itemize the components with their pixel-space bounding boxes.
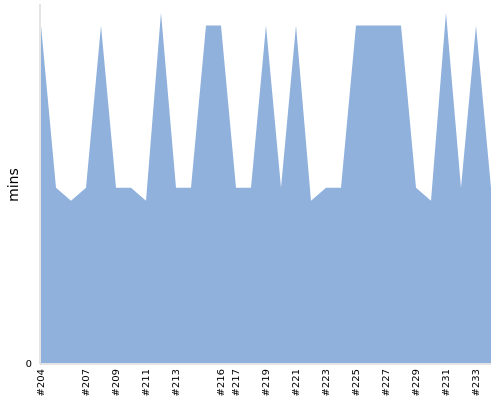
x-tick-label: #204 xyxy=(36,369,47,396)
y-ticks: 0 xyxy=(26,359,32,370)
x-tick-label: #229 xyxy=(411,369,422,396)
x-tick-label: #216 xyxy=(216,369,227,396)
x-tick-label: #207 xyxy=(81,369,92,396)
x-tick-label: #233 xyxy=(471,369,482,396)
x-tick-label: #221 xyxy=(291,369,302,396)
x-tick-label: #231 xyxy=(441,369,452,396)
x-tick-label: #227 xyxy=(381,369,392,396)
x-tick-label: #213 xyxy=(171,369,182,396)
x-tick-label: #211 xyxy=(141,369,152,396)
x-tick-label: #225 xyxy=(351,369,362,396)
x-tick-label: #223 xyxy=(321,369,332,396)
y-axis-label: mins xyxy=(6,168,22,202)
area-series-fill xyxy=(41,12,491,364)
x-tick-label: #219 xyxy=(261,369,272,396)
x-ticks: #204 #207 #209 #211 #213 #216 #217 #219 #221 #223… xyxy=(36,369,482,396)
x-tick-label: #217 xyxy=(231,369,242,396)
x-tick-label: #209 xyxy=(111,369,122,396)
y-tick-label: 0 xyxy=(26,359,32,370)
